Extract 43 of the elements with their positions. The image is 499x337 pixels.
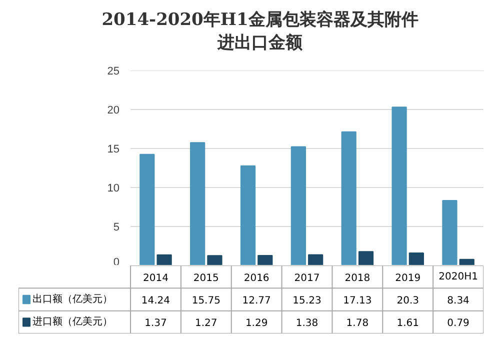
data-label: 20.3 xyxy=(396,295,419,306)
y-tick-label: 25 xyxy=(107,65,120,78)
y-tick-label: 5 xyxy=(113,221,120,234)
data-label: 0.79 xyxy=(447,318,470,330)
y-tick-label: 20 xyxy=(107,104,120,116)
data-label: 17.13 xyxy=(343,295,372,306)
data-label: 8.34 xyxy=(447,295,470,306)
bar xyxy=(408,252,424,265)
data-label: 1.61 xyxy=(396,318,419,330)
x-tick-label: 2019 xyxy=(395,272,421,284)
data-label: 15.23 xyxy=(292,295,322,306)
bar xyxy=(140,154,155,265)
bar xyxy=(190,142,206,265)
data-label: 1.29 xyxy=(245,318,268,330)
x-tick-label: 2020H1 xyxy=(438,271,478,282)
bar xyxy=(156,254,172,265)
data-label: 1.38 xyxy=(296,318,318,330)
y-tick-label: 10 xyxy=(107,182,120,194)
bar xyxy=(442,200,458,265)
x-tick-label: 2018 xyxy=(344,272,370,284)
chart-title: 2014-2020年H1金属包装容器及其附件进出口金额 xyxy=(100,9,420,55)
x-tick-label: 2017 xyxy=(294,272,320,284)
bar xyxy=(258,254,273,265)
x-tick-label: 2014 xyxy=(142,272,168,284)
bar xyxy=(308,254,324,265)
bar xyxy=(341,131,356,265)
data-label: 1.78 xyxy=(346,318,369,330)
bar xyxy=(392,106,407,265)
x-tick-label: 2015 xyxy=(193,272,219,284)
data-label: 14.24 xyxy=(141,295,170,306)
data-label: 15.75 xyxy=(192,295,220,306)
y-tick-label: 15 xyxy=(107,143,120,156)
data-label: 1.27 xyxy=(195,318,218,330)
x-tick-label: 2016 xyxy=(244,272,270,284)
bar xyxy=(290,146,306,265)
data-label: 12.77 xyxy=(242,295,271,306)
legend-label: 进口额（亿美元） xyxy=(32,316,112,328)
bar xyxy=(459,258,474,265)
legend-label: 出口额（亿美元） xyxy=(32,292,112,305)
bar xyxy=(207,254,222,265)
bar xyxy=(358,250,374,265)
data-label: 1.37 xyxy=(144,318,167,330)
bar xyxy=(240,165,256,265)
